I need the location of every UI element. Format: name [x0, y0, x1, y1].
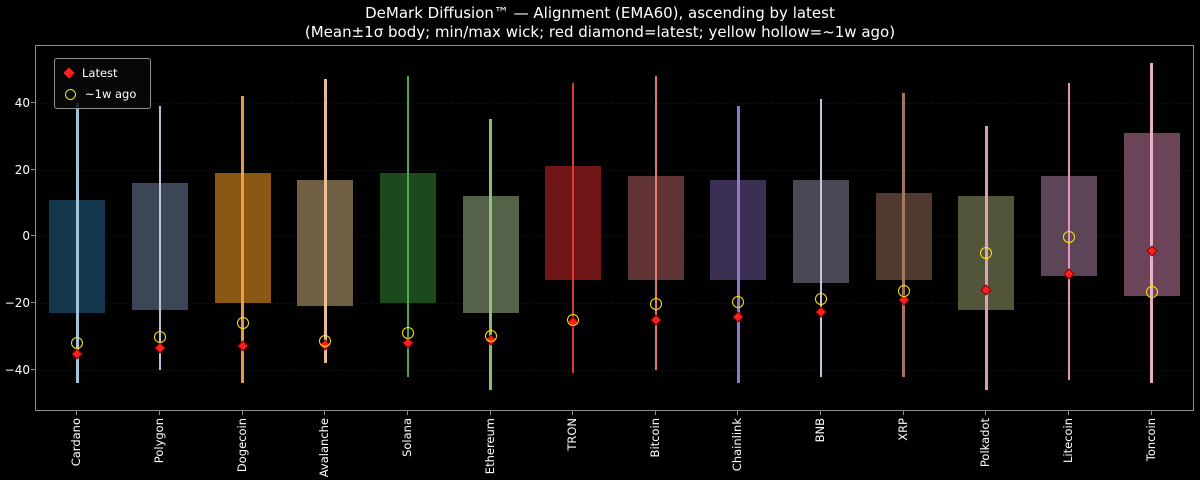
- legend: Latest ~1w ago: [54, 58, 152, 109]
- y-tick-mark: [31, 101, 35, 103]
- latest-marker-bnb: [815, 306, 827, 319]
- y-tick-label: 20: [14, 162, 30, 177]
- week-ago-marker-cardano: [71, 336, 84, 349]
- candle-wick-avalanche: [323, 79, 327, 364]
- week-ago-marker-litecoin: [1063, 231, 1076, 244]
- x-tick-mark: [1068, 411, 1070, 415]
- gridline: [36, 102, 1193, 104]
- x-tick-mark: [902, 411, 904, 415]
- week-ago-marker-polygon: [153, 330, 166, 343]
- candle-wick-chainlink: [737, 106, 740, 384]
- chart-title: DeMark Diffusion™ — Alignment (EMA60), a…: [365, 4, 835, 22]
- x-axis-label-toncoin: Toncoin: [1143, 418, 1158, 462]
- x-tick-mark: [737, 411, 739, 415]
- y-tick-label: −40: [4, 362, 30, 377]
- x-axis-label-litecoin: Litecoin: [1061, 418, 1076, 464]
- candle-wick-bitcoin: [654, 76, 658, 370]
- x-axis-label-polygon: Polygon: [151, 418, 166, 464]
- candle-wick-dogecoin: [241, 96, 244, 384]
- x-axis-label-cardano: Cardano: [69, 418, 84, 467]
- latest-marker-bitcoin: [650, 314, 662, 326]
- y-tick-mark: [31, 235, 35, 237]
- x-tick-mark: [820, 411, 822, 415]
- legend-item-week-ago: ~1w ago: [65, 87, 136, 101]
- y-tick-label: 0: [22, 229, 30, 244]
- week-ago-marker-ethereum: [484, 330, 497, 343]
- x-tick-mark: [985, 411, 987, 415]
- candle-wick-ethereum: [489, 119, 492, 390]
- latest-diamond-icon: [63, 67, 75, 79]
- week-ago-marker-toncoin: [1145, 286, 1158, 299]
- x-tick-mark: [654, 411, 656, 415]
- candle-wick-xrp: [902, 92, 906, 377]
- x-axis-label-ethereum: Ethereum: [482, 418, 497, 475]
- x-tick-mark: [1150, 411, 1152, 415]
- candle-wick-litecoin: [1067, 82, 1071, 380]
- candle-wick-toncoin: [1150, 62, 1153, 384]
- candle-wick-bnb: [819, 99, 823, 377]
- x-axis-label-chainlink: Chainlink: [730, 418, 745, 472]
- x-tick-mark: [158, 411, 160, 415]
- candle-wick-solana: [406, 76, 410, 377]
- x-tick-mark: [76, 411, 78, 415]
- gridline: [36, 303, 1193, 305]
- latest-marker-solana: [402, 337, 414, 349]
- y-tick-mark: [31, 168, 35, 170]
- week-ago-marker-bitcoin: [649, 298, 662, 311]
- week-ago-marker-tron: [567, 313, 580, 326]
- x-axis-label-tron: TRON: [565, 418, 580, 451]
- latest-marker-polygon: [154, 342, 166, 354]
- x-tick-mark: [572, 411, 574, 415]
- legend-label-week-ago: ~1w ago: [85, 87, 137, 101]
- week-ago-marker-chainlink: [732, 296, 745, 309]
- candle-wick-tron: [571, 82, 575, 374]
- gridline: [36, 369, 1193, 371]
- x-axis-label-dogecoin: Dogecoin: [234, 418, 249, 473]
- y-tick-mark: [31, 302, 35, 304]
- latest-marker-chainlink: [732, 311, 745, 324]
- x-tick-mark: [406, 411, 408, 415]
- week-ago-marker-xrp: [897, 285, 910, 298]
- x-axis-label-bnb: BNB: [813, 418, 828, 443]
- x-axis-label-bitcoin: Bitcoin: [647, 418, 662, 458]
- x-tick-mark: [324, 411, 326, 415]
- plot-area: Latest ~1w ago: [35, 45, 1194, 411]
- y-tick-label: −20: [4, 296, 30, 311]
- week-ago-marker-dogecoin: [236, 317, 249, 330]
- legend-label-latest: Latest: [82, 66, 118, 80]
- legend-item-latest: Latest: [63, 66, 136, 80]
- week-ago-marker-polkadot: [980, 246, 993, 259]
- week-ago-circle-icon: [65, 88, 76, 100]
- week-ago-marker-solana: [401, 326, 414, 339]
- candle-wick-cardano: [76, 102, 79, 384]
- week-ago-marker-bnb: [815, 293, 828, 306]
- latest-marker-cardano: [71, 348, 83, 360]
- y-tick-label: 40: [14, 95, 30, 110]
- latest-marker-dogecoin: [236, 340, 249, 352]
- x-axis-label-avalanche: Avalanche: [317, 418, 332, 478]
- x-axis-label-polkadot: Polkadot: [978, 418, 993, 468]
- x-tick-mark: [489, 411, 491, 415]
- x-axis-label-xrp: XRP: [895, 418, 910, 441]
- candle-wick-polygon: [158, 106, 162, 370]
- gridline: [36, 169, 1193, 171]
- x-axis-label-solana: Solana: [399, 418, 414, 457]
- chart-subtitle: (Mean±1σ body; min/max wick; red diamond…: [304, 23, 896, 41]
- y-tick-mark: [31, 368, 35, 370]
- x-tick-mark: [241, 411, 243, 415]
- week-ago-marker-avalanche: [319, 334, 332, 347]
- gridline: [36, 236, 1193, 238]
